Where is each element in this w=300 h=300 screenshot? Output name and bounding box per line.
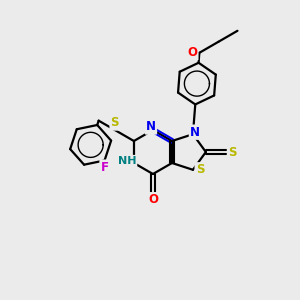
Text: NH: NH <box>118 156 136 166</box>
Text: F: F <box>100 161 109 174</box>
Text: S: S <box>196 163 204 176</box>
Text: O: O <box>188 46 197 59</box>
Text: S: S <box>228 146 237 158</box>
Text: S: S <box>111 116 119 130</box>
Text: N: N <box>190 126 200 139</box>
Text: N: N <box>146 121 156 134</box>
Text: O: O <box>148 193 158 206</box>
